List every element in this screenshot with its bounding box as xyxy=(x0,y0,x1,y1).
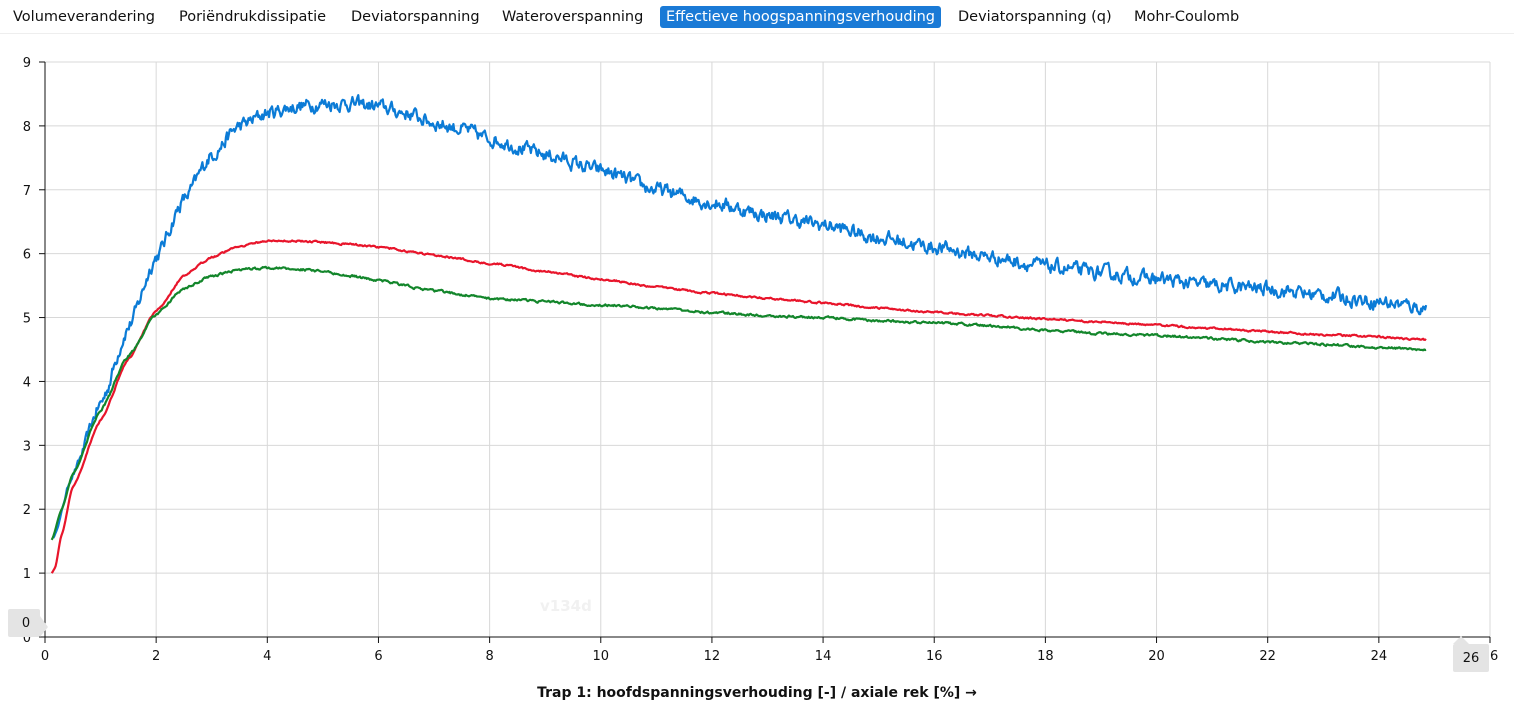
x-range-handle-arrow[interactable] xyxy=(1453,636,1469,644)
series-line-1 xyxy=(52,94,1428,539)
y-tick-label: 4 xyxy=(23,375,31,390)
x-tick-label: 12 xyxy=(704,649,721,664)
x-tick-label: 2 xyxy=(152,649,160,664)
y-range-handle-arrow[interactable] xyxy=(40,616,48,637)
tab-mohr-coulomb[interactable]: Mohr-Coulomb xyxy=(1134,9,1240,25)
tab-bar: Volumeverandering Poriëndrukdissipatie D… xyxy=(0,0,1514,34)
y-range-handle-box[interactable] xyxy=(8,609,40,637)
x-tick-label: 14 xyxy=(815,649,832,664)
x-range-handle[interactable]: 26 xyxy=(1453,636,1489,672)
y-tick-label: 9 xyxy=(23,56,31,71)
series-line-3 xyxy=(50,265,1427,541)
x-tick-label: 0 xyxy=(41,649,49,664)
chart-series xyxy=(50,94,1428,574)
y-tick-label: 0 xyxy=(23,631,31,646)
x-tick-label: 22 xyxy=(1259,649,1276,664)
x-tick-label: 8 xyxy=(485,649,493,664)
y-tick-label: 6 xyxy=(23,248,31,263)
x-range-handle-label: 26 xyxy=(1463,651,1480,666)
tab-effectieve-hoogspanningsverhouding[interactable]: Effectieve hoogspanningsverhouding xyxy=(660,6,942,28)
y-tick-label: 8 xyxy=(23,120,31,135)
tab-wateroverspanning[interactable]: Wateroverspanning xyxy=(502,9,644,25)
watermark: v134d xyxy=(540,597,592,615)
y-range-handle-label: 0 xyxy=(22,616,30,631)
y-tick-label: 3 xyxy=(23,439,31,454)
y-tick-label: 1 xyxy=(23,567,31,582)
x-tick-label: 4 xyxy=(263,649,271,664)
chart-grid xyxy=(45,61,1491,637)
y-tick-label: 7 xyxy=(23,184,31,199)
x-range-handle-box[interactable] xyxy=(1453,644,1489,672)
tab-volumeverandering[interactable]: Volumeverandering xyxy=(13,9,155,25)
y-tick-label: 5 xyxy=(23,312,31,327)
x-tick-label: 10 xyxy=(592,649,609,664)
tab-poriendrukdissipatie[interactable]: Poriëndrukdissipatie xyxy=(179,9,327,25)
x-tick-label: 6 xyxy=(374,649,382,664)
x-tick-label: 20 xyxy=(1148,649,1165,664)
x-axis-label: Trap 1: hoofdspanningsverhouding [-] / a… xyxy=(537,685,977,701)
y-range-handle[interactable]: 0 xyxy=(8,609,48,637)
x-tick-label: 18 xyxy=(1037,649,1054,664)
tab-deviatorspanning[interactable]: Deviatorspanning xyxy=(351,9,480,25)
series-line-2 xyxy=(50,239,1427,574)
tab-deviatorspanning-q[interactable]: Deviatorspanning (q) xyxy=(958,9,1112,25)
y-tick-label: 2 xyxy=(23,503,31,518)
x-tick-label: 24 xyxy=(1371,649,1388,664)
x-tick-label: 16 xyxy=(926,649,943,664)
